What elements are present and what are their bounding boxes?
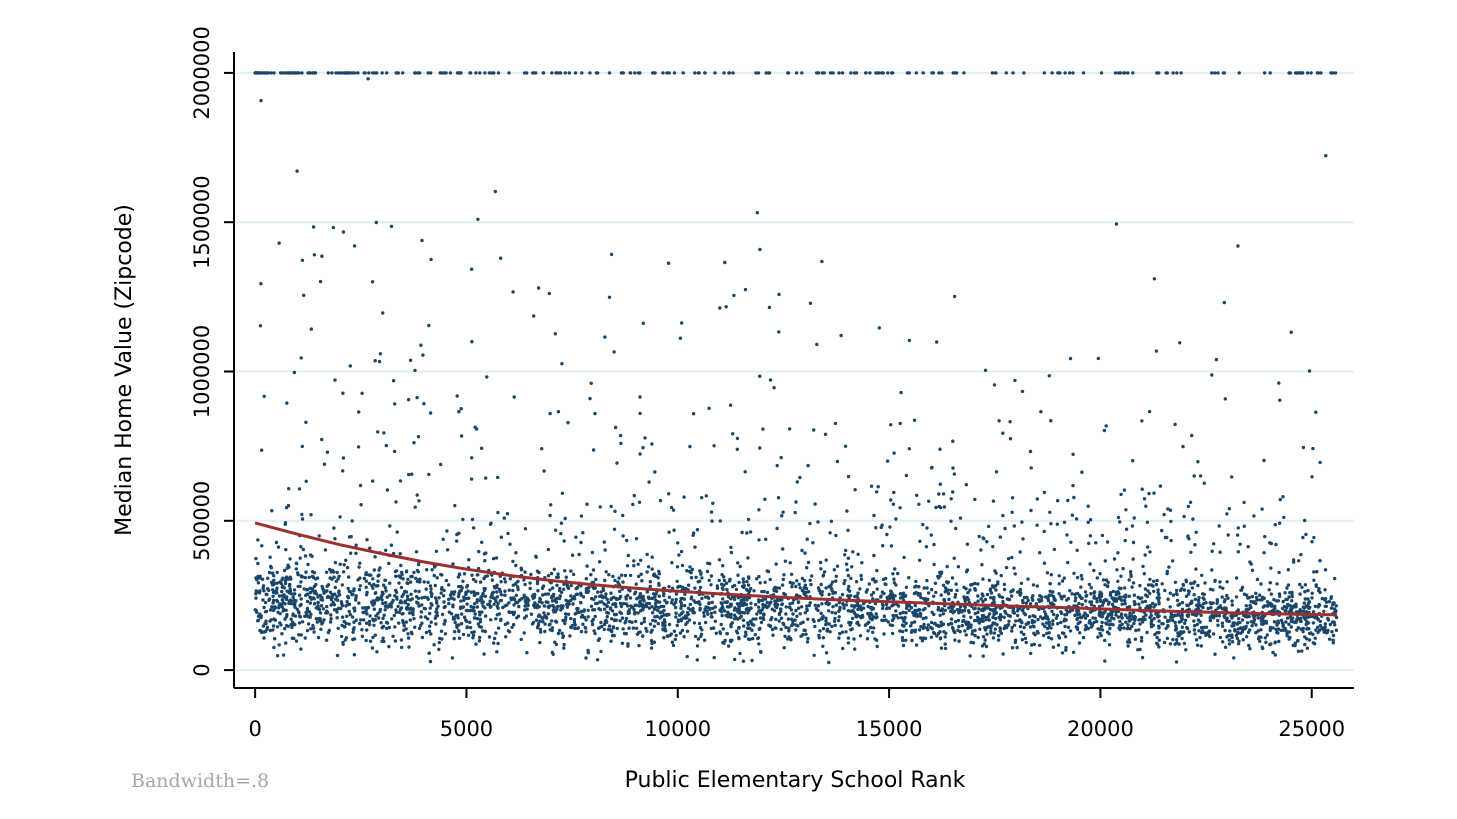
axes: 0 500000 1000000 1500000 2000000 0 5000 10000 15… [190, 26, 1354, 741]
x-tick-label: 20000 [1067, 717, 1134, 741]
fit-line [254, 521, 1338, 617]
scatter-point-cloud [253, 71, 1339, 665]
y-tick-label: 1500000 [190, 175, 214, 269]
fit-line-layer [254, 521, 1338, 617]
y-tick-label: 0 [190, 663, 214, 676]
x-tick-label: 10000 [644, 717, 711, 741]
x-tick-label: 15000 [856, 717, 923, 741]
y-tick-label: 1000000 [190, 325, 214, 419]
bandwidth-note: Bandwidth=.8 [131, 770, 269, 792]
x-tick-label: 0 [248, 717, 261, 741]
scatter-points [253, 71, 1339, 665]
x-axis-title: Public Elementary School Rank [625, 768, 966, 793]
x-tick-label: 25000 [1278, 717, 1345, 741]
y-tick-label: 2000000 [190, 26, 214, 120]
x-tick-label: 5000 [440, 717, 493, 741]
y-tick-label: 500000 [190, 481, 214, 561]
y-axis-title: Median Home Value (Zipcode) [112, 204, 137, 536]
